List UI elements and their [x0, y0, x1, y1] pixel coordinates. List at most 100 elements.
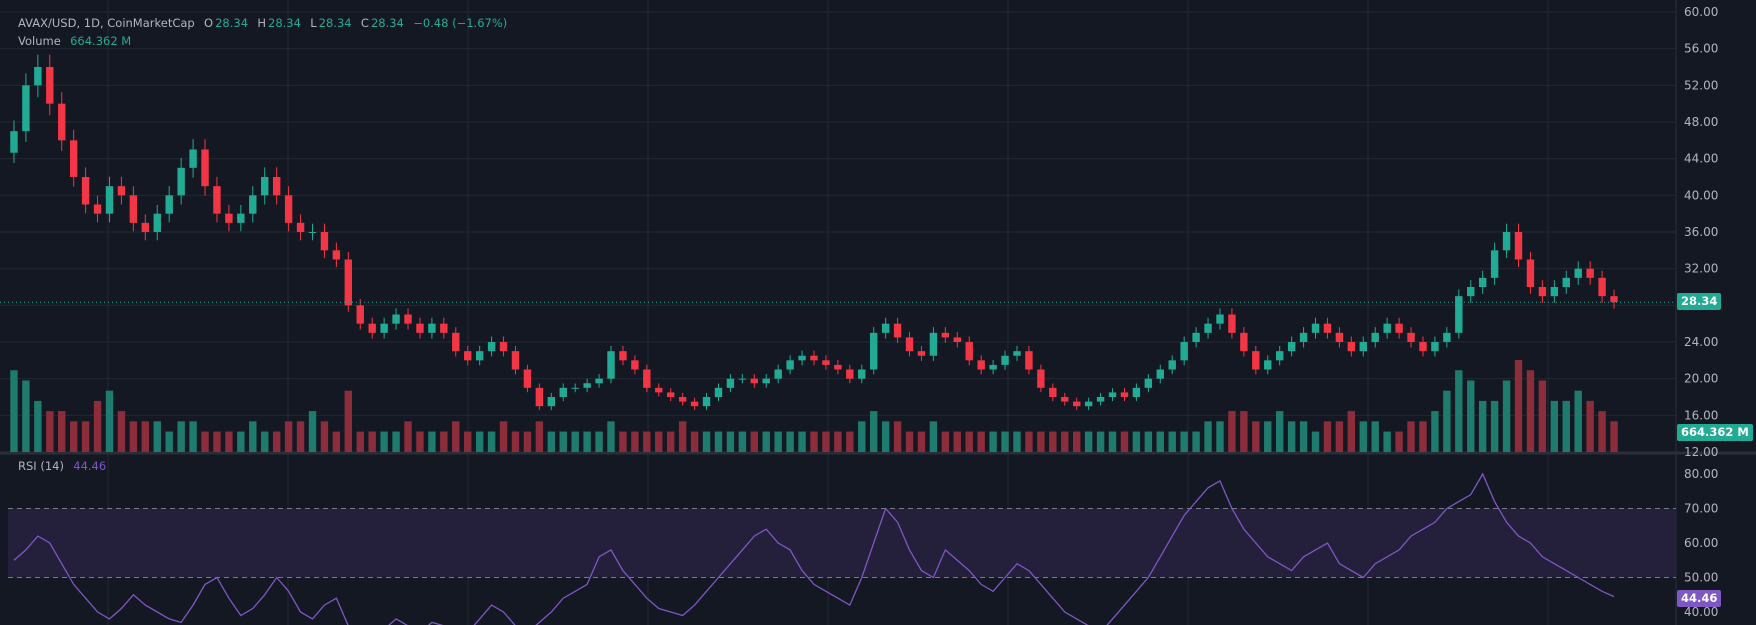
candle-body — [1049, 387, 1057, 397]
candle-body — [535, 387, 544, 407]
volume-bar — [1383, 431, 1391, 452]
volume-bar — [1538, 380, 1547, 452]
low-label: L — [310, 16, 317, 30]
candle-body — [762, 378, 770, 384]
candle-body — [1419, 342, 1427, 352]
candle-body — [941, 332, 950, 338]
volume-bar — [464, 431, 472, 452]
candle-body — [1478, 277, 1487, 287]
volume-bar — [607, 421, 615, 452]
candle-body — [1216, 314, 1224, 324]
volume-bar — [738, 431, 747, 452]
candle-body — [1407, 332, 1415, 342]
volume-bar — [870, 411, 878, 452]
volume-bar — [356, 431, 364, 452]
volume-bar — [858, 421, 866, 452]
candle-body — [1383, 323, 1391, 333]
symbol-legend: AVAX/USD, 1D, CoinMarketCap O 28.34 H 28.3… — [18, 16, 509, 30]
volume-bar — [1431, 411, 1439, 452]
volume-bar — [834, 431, 842, 452]
volume-bar — [344, 390, 353, 452]
candle-body — [440, 323, 448, 333]
volume-bar — [284, 421, 293, 452]
volume-bar — [428, 431, 436, 452]
volume-bar — [105, 390, 114, 452]
candle-body — [404, 314, 412, 324]
volume-bar — [1025, 431, 1033, 452]
candle-body — [619, 351, 627, 361]
last-price-tag: 28.34 — [1677, 293, 1722, 311]
last-rsi-tag: 44.46 — [1677, 589, 1722, 607]
candle-body — [643, 369, 651, 388]
candle-body — [141, 222, 150, 232]
candle-body — [1335, 332, 1344, 342]
volume-bar — [1108, 431, 1117, 452]
volume-bar — [643, 431, 651, 452]
candle-body — [1252, 351, 1260, 370]
candle-body — [1490, 250, 1499, 278]
candle-body — [1514, 232, 1523, 260]
close-label: C — [360, 16, 369, 30]
candle-body — [1096, 397, 1105, 402]
volume-bar — [1192, 431, 1200, 452]
candle-body — [977, 360, 985, 370]
open-label: O — [204, 16, 214, 30]
volume-bar — [499, 421, 508, 452]
volume-bar — [702, 431, 711, 452]
volume-bar — [440, 431, 448, 452]
volume-bar — [1132, 431, 1141, 452]
volume-bar — [1490, 400, 1499, 452]
candle-body — [1467, 287, 1475, 297]
volume-bar — [1275, 411, 1284, 452]
candle-body — [655, 387, 663, 393]
volume-bars — [10, 360, 1618, 452]
volume-bar — [392, 431, 400, 452]
volume-bar — [416, 431, 424, 452]
candle-body — [225, 213, 233, 223]
volume-bar — [487, 431, 496, 452]
volume-bar — [917, 431, 926, 452]
volume-bar — [1061, 431, 1069, 452]
volume-bar — [1084, 431, 1093, 452]
volume-bar — [452, 421, 460, 452]
volume-bar — [1323, 421, 1332, 452]
price-tick-label: 48.00 — [1684, 115, 1718, 129]
candle-body — [177, 167, 185, 196]
volume-bar — [22, 380, 30, 452]
volume-bar — [1419, 421, 1427, 452]
volume-bar — [1371, 421, 1379, 452]
candle-body — [1299, 332, 1308, 342]
candle-body — [1072, 401, 1081, 407]
candle-body — [344, 259, 353, 306]
volume-bar — [690, 431, 699, 452]
rsi-label: RSI (14) — [18, 459, 64, 473]
volume-bar — [249, 421, 257, 452]
candle-body — [702, 397, 711, 407]
candle-body — [81, 177, 90, 205]
candle-body — [750, 378, 758, 384]
volume-bar — [237, 431, 245, 452]
candle-body — [1275, 351, 1284, 361]
volume-bar — [989, 431, 997, 452]
price-axis[interactable]: 12.0016.0020.0024.0028.0032.0036.0040.00… — [1684, 5, 1718, 619]
volume-bar — [1120, 431, 1129, 452]
volume-bar — [332, 431, 341, 452]
volume-bar — [475, 431, 484, 452]
volume-bar — [1526, 370, 1535, 452]
volume-bar — [619, 431, 627, 452]
volume-bar — [1550, 400, 1559, 452]
candle-body — [774, 369, 782, 379]
volume-bar — [1299, 421, 1308, 452]
candle-body — [631, 360, 639, 370]
volume-bar — [929, 421, 938, 452]
volume-bar — [1240, 411, 1248, 452]
candle-body — [678, 397, 687, 402]
volume-bar — [1467, 380, 1475, 452]
volume-bar — [547, 431, 556, 452]
volume-bar — [308, 411, 317, 452]
volume-bar — [1096, 431, 1105, 452]
candle-body — [201, 149, 209, 187]
volume-bar — [1156, 431, 1164, 452]
price-tick-label: 40.00 — [1684, 188, 1718, 202]
